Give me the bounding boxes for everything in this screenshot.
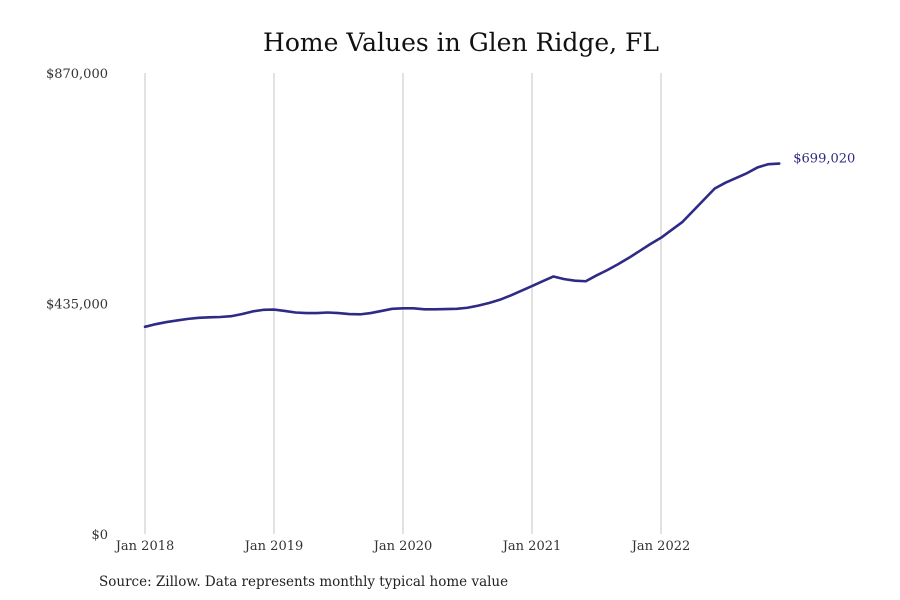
data-point-2020-02 <box>413 307 415 309</box>
data-point-2021-03 <box>552 275 554 277</box>
data-point-2021-06 <box>585 280 587 282</box>
data-point-2019-01 <box>273 308 275 310</box>
data-point-2022-10 <box>757 166 759 168</box>
data-point-2022-03 <box>681 221 683 223</box>
source-note: Source: Zillow. Data represents monthly … <box>99 574 508 590</box>
data-point-2018-12 <box>262 309 264 311</box>
data-point-2018-01 <box>144 326 146 328</box>
data-point-2020-05 <box>445 308 447 310</box>
data-point-2020-04 <box>434 308 436 310</box>
data-point-2022-11 <box>767 163 769 165</box>
x-tick-label-0: Jan 2018 <box>114 539 175 554</box>
data-point-2022-02 <box>671 229 673 231</box>
data-point-2018-08 <box>219 316 221 318</box>
data-point-2018-09 <box>230 315 232 317</box>
data-point-2020-06 <box>456 308 458 310</box>
data-point-2019-11 <box>380 310 382 312</box>
data-point-2021-01 <box>531 285 533 287</box>
data-point-2021-11 <box>638 250 640 252</box>
data-point-2018-04 <box>176 319 178 321</box>
data-point-2020-09 <box>488 302 490 304</box>
data-point-2022-06 <box>714 187 716 189</box>
data-point-2022-08 <box>735 177 737 179</box>
data-point-2019-05 <box>316 312 318 314</box>
data-point-2022-09 <box>746 172 748 174</box>
data-point-2020-12 <box>520 290 522 292</box>
data-point-2021-09 <box>617 263 619 265</box>
data-point-2019-06 <box>327 311 329 313</box>
data-point-2020-11 <box>509 294 511 296</box>
x-tick-label-4: Jan 2022 <box>630 539 691 554</box>
data-point-2019-07 <box>337 312 339 314</box>
data-point-2021-10 <box>628 257 630 259</box>
data-point-2020-08 <box>477 304 479 306</box>
data-point-2021-12 <box>649 243 651 245</box>
data-point-2019-09 <box>359 313 361 315</box>
y-tick-label-2: $870,000 <box>46 67 108 82</box>
data-point-2022-01 <box>660 237 662 239</box>
x-axis-tick-labels: Jan 2018 Jan 2019 Jan 2020 Jan 2021 Jan 2022 <box>114 539 691 554</box>
data-point-2020-03 <box>423 308 425 310</box>
data-point-2020-10 <box>499 299 501 301</box>
data-point-2018-07 <box>208 316 210 318</box>
latest-value-label: $699,020 <box>793 152 855 167</box>
data-point-2021-02 <box>542 280 544 282</box>
data-point-2021-08 <box>606 269 608 271</box>
data-point-2018-03 <box>165 321 167 323</box>
data-point-2018-10 <box>241 313 243 315</box>
data-point-2022-04 <box>692 210 694 212</box>
data-point-2018-06 <box>198 317 200 319</box>
data-point-2019-10 <box>370 312 372 314</box>
home-value-series-line <box>143 162 781 329</box>
home-value-series-points <box>144 162 781 328</box>
data-point-2019-03 <box>294 311 296 313</box>
x-tick-label-1: Jan 2019 <box>243 539 304 554</box>
x-tick-label-3: Jan 2021 <box>501 539 562 554</box>
data-point-2021-07 <box>595 274 597 276</box>
data-point-2021-04 <box>563 278 565 280</box>
data-point-2019-08 <box>348 313 350 315</box>
x-tick-label-2: Jan 2020 <box>372 539 433 554</box>
data-point-2018-05 <box>187 318 189 320</box>
y-axis-tick-labels: $0 $435,000 $870,000 <box>46 67 108 543</box>
data-point-2022-05 <box>703 198 705 200</box>
y-tick-label-1: $435,000 <box>46 298 108 313</box>
y-tick-label-0: $0 <box>91 528 108 543</box>
chart-title: Home Values in Glen Ridge, FL <box>263 28 659 57</box>
data-point-2022-12 <box>778 162 780 164</box>
data-point-2022-07 <box>724 181 726 183</box>
data-point-2019-04 <box>305 312 307 314</box>
data-point-2018-02 <box>155 323 157 325</box>
vertical-gridlines <box>144 73 662 534</box>
data-point-2019-02 <box>284 310 286 312</box>
data-point-2021-05 <box>574 280 576 282</box>
data-point-2020-07 <box>466 307 468 309</box>
data-point-2020-01 <box>402 307 404 309</box>
data-point-2019-12 <box>391 308 393 310</box>
data-point-2018-11 <box>251 310 253 312</box>
